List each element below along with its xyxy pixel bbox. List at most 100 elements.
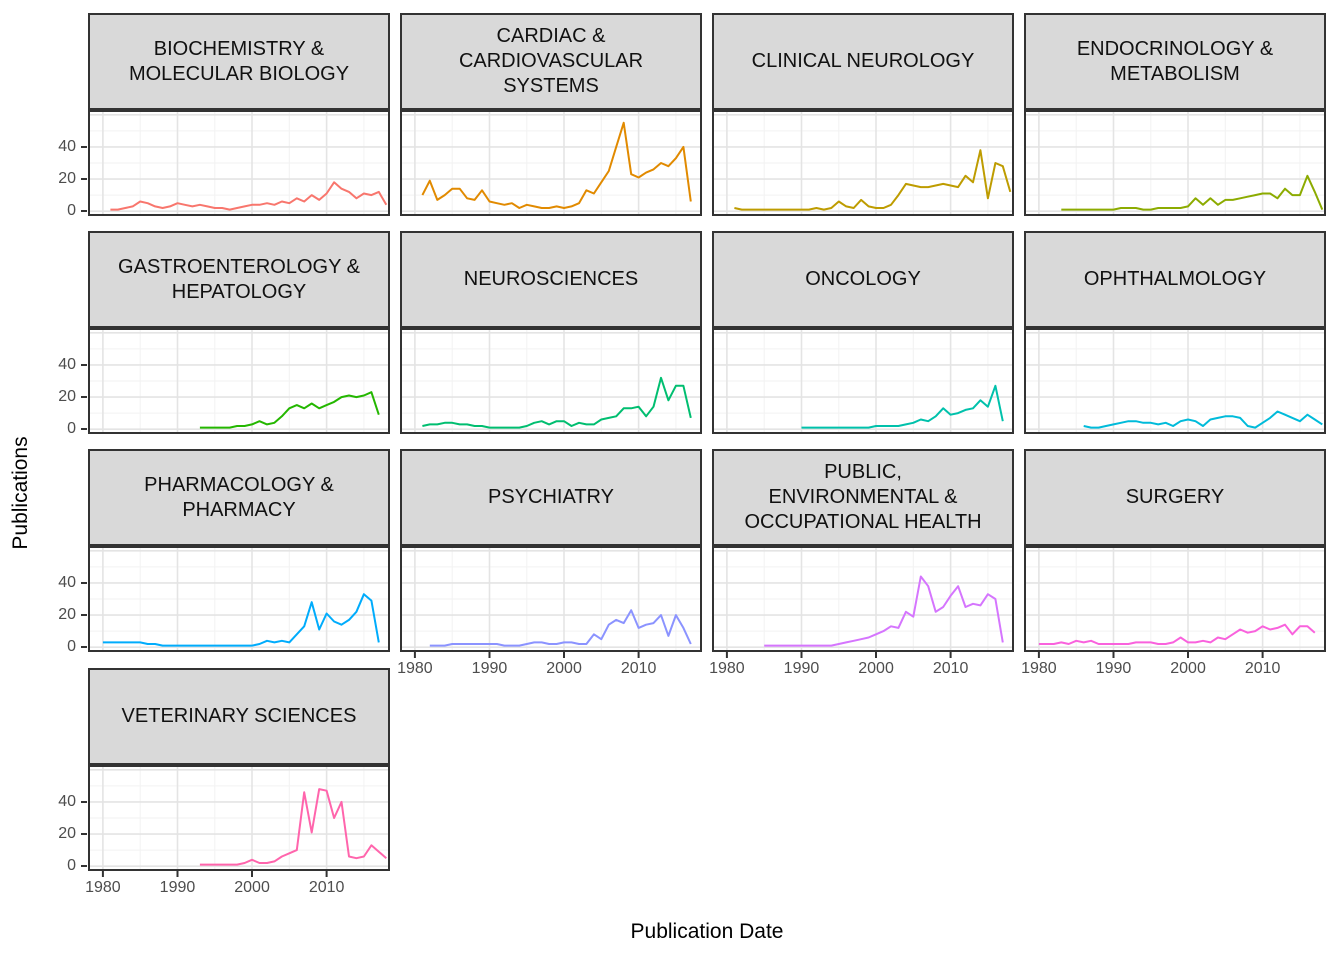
facet-panel bbox=[1024, 110, 1326, 216]
facet-strip: CARDIAC & CARDIOVASCULAR SYSTEMS bbox=[400, 13, 702, 110]
facet-strip: BIOCHEMISTRY & MOLECULAR BIOLOGY bbox=[88, 13, 390, 110]
facet-line bbox=[422, 376, 692, 429]
facet-strip: OPHTHALMOLOGY bbox=[1024, 231, 1326, 328]
facet-title: SURGERY bbox=[1125, 486, 1225, 508]
y-tick-label: 40 bbox=[58, 355, 76, 373]
y-tick-mark bbox=[81, 581, 87, 584]
facet-panel bbox=[400, 110, 702, 216]
facet-panel bbox=[88, 110, 390, 216]
y-tick-mark bbox=[81, 833, 87, 836]
panel-border bbox=[1024, 546, 1326, 652]
panel-border bbox=[88, 328, 390, 434]
facet-title: PHARMACOLOGY & PHARMACY bbox=[144, 473, 334, 521]
y-axis-title: Publications bbox=[9, 436, 32, 550]
facet-panel bbox=[88, 765, 390, 877]
facet-panel bbox=[88, 328, 390, 434]
facet-panel bbox=[400, 328, 702, 434]
facet-strip: GASTROENTEROLOGY & HEPATOLOGY bbox=[88, 231, 390, 328]
facet-line bbox=[199, 391, 380, 429]
y-tick-mark bbox=[81, 646, 87, 649]
x-tick-label: 2000 bbox=[234, 879, 270, 896]
y-tick-mark bbox=[81, 396, 87, 399]
y-tick-label: 40 bbox=[58, 792, 76, 810]
y-tick-label: 0 bbox=[67, 202, 76, 220]
x-tick-label: 1980 bbox=[85, 879, 121, 896]
facet-panel bbox=[712, 546, 1014, 658]
facet-title: ENDOCRINOLOGY & METABOLISM bbox=[1076, 37, 1274, 85]
facet-panel bbox=[1024, 328, 1326, 434]
y-tick-mark bbox=[81, 210, 87, 213]
panel-border bbox=[1024, 110, 1326, 216]
facet-line bbox=[199, 788, 387, 866]
facet-title: VETERINARY SCIENCES bbox=[121, 705, 357, 727]
panel-border bbox=[400, 328, 702, 434]
facet-title: PUBLIC, ENVIRONMENTAL & OCCUPATIONAL HEA… bbox=[744, 461, 982, 533]
panel-border bbox=[400, 110, 702, 216]
x-axis-title: Publication Date bbox=[630, 920, 784, 943]
x-tick-label: 1990 bbox=[471, 660, 508, 677]
y-tick-label: 40 bbox=[58, 137, 76, 155]
facet-panel bbox=[1024, 546, 1326, 658]
x-tick-label: 1980 bbox=[397, 660, 433, 677]
panel-border bbox=[88, 110, 390, 216]
facet-panel bbox=[712, 110, 1014, 216]
facet-panel bbox=[712, 328, 1014, 434]
facet-strip: CLINICAL NEUROLOGY bbox=[712, 13, 1014, 110]
panel-border bbox=[400, 546, 702, 652]
panel-border bbox=[1024, 328, 1326, 434]
x-tick-label: 1990 bbox=[1095, 660, 1132, 677]
panel-border bbox=[712, 328, 1014, 434]
facet-strip: ENDOCRINOLOGY & METABOLISM bbox=[1024, 13, 1326, 110]
facet-line bbox=[429, 609, 692, 647]
facet-line bbox=[102, 593, 380, 647]
facet-strip: SURGERY bbox=[1024, 449, 1326, 546]
y-tick-label: 40 bbox=[58, 573, 76, 591]
y-tick-mark bbox=[81, 145, 87, 148]
y-tick-label: 20 bbox=[58, 606, 76, 624]
facet-title: CARDIAC & CARDIOVASCULAR SYSTEMS bbox=[458, 25, 644, 97]
y-tick-mark bbox=[81, 363, 87, 366]
panel-border bbox=[88, 765, 390, 871]
facet-line bbox=[421, 121, 692, 209]
facet-strip: PHARMACOLOGY & PHARMACY bbox=[88, 449, 390, 546]
x-tick-label: 2010 bbox=[1244, 660, 1281, 677]
x-tick-label: 2000 bbox=[546, 660, 582, 677]
y-tick-label: 0 bbox=[67, 420, 76, 438]
facet-title: PSYCHIATRY bbox=[488, 486, 614, 508]
facet-line bbox=[764, 575, 1004, 647]
y-tick-label: 20 bbox=[58, 170, 76, 188]
facet-strip: PUBLIC, ENVIRONMENTAL & OCCUPATIONAL HEA… bbox=[712, 449, 1014, 546]
y-tick-mark bbox=[81, 428, 87, 431]
x-tick-label: 2010 bbox=[932, 660, 969, 677]
y-tick-label: 0 bbox=[67, 857, 76, 875]
x-tick-label: 2000 bbox=[858, 660, 894, 677]
facet-line bbox=[1061, 174, 1324, 211]
x-tick-label: 1990 bbox=[783, 660, 820, 677]
panel-border bbox=[712, 110, 1014, 216]
facet-panel bbox=[400, 546, 702, 658]
x-tick-label: 2010 bbox=[620, 660, 657, 677]
facet-title: NEUROSCIENCES bbox=[463, 268, 639, 290]
y-tick-mark bbox=[81, 865, 87, 868]
facet-line bbox=[734, 149, 1012, 211]
facet-title: CLINICAL NEUROLOGY bbox=[751, 50, 975, 72]
x-tick-label: 2010 bbox=[308, 879, 345, 896]
facet-panel bbox=[88, 546, 390, 652]
facet-title: OPHTHALMOLOGY bbox=[1083, 268, 1267, 290]
facet-strip: PSYCHIATRY bbox=[400, 449, 702, 546]
y-tick-mark bbox=[81, 178, 87, 181]
facet-title: ONCOLOGY bbox=[805, 268, 921, 290]
x-tick-label: 1990 bbox=[159, 879, 196, 896]
facet-line bbox=[801, 384, 1004, 429]
y-tick-mark bbox=[81, 614, 87, 617]
y-tick-mark bbox=[81, 800, 87, 803]
x-tick-label: 1980 bbox=[1021, 660, 1057, 677]
y-tick-label: 20 bbox=[58, 825, 76, 843]
y-tick-label: 0 bbox=[67, 638, 76, 656]
facet-title: GASTROENTEROLOGY & HEPATOLOGY bbox=[118, 255, 360, 303]
facet-strip: NEUROSCIENCES bbox=[400, 231, 702, 328]
facet-line bbox=[1083, 410, 1323, 429]
x-tick-label: 2000 bbox=[1170, 660, 1206, 677]
x-tick-label: 1980 bbox=[709, 660, 745, 677]
